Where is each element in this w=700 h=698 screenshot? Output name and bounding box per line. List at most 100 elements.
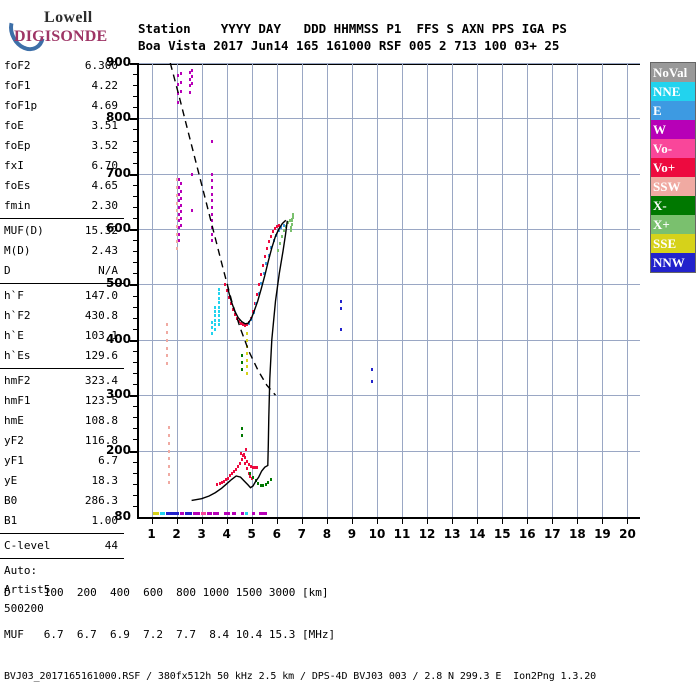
y-axis-label-bottom: 80 (114, 509, 131, 523)
gridline-v (402, 63, 404, 517)
data-point (167, 457, 170, 461)
legend-item-nne[interactable]: NNE (651, 82, 695, 101)
data-point (248, 463, 251, 467)
param-value: 3.51 (91, 119, 119, 132)
data-point (176, 83, 179, 87)
x-tick (251, 517, 253, 524)
param-key: h`E (4, 329, 24, 342)
y-tick-minor (133, 373, 139, 375)
param-key: foEs (4, 179, 31, 192)
gridline-h (139, 173, 640, 175)
y-tick-major (130, 284, 139, 287)
ionogram-plot[interactable]: 200 300 400 500 600 700 800 900 80 1 2 3 4 5 6 7 8 9 10 11 1… (106, 55, 640, 541)
data-point (176, 100, 179, 104)
param-row-d: D N/A (0, 261, 124, 281)
param-key: yE (4, 474, 18, 487)
y-tick-minor (133, 162, 139, 164)
y-tick-major (130, 173, 139, 176)
data-point (257, 482, 260, 486)
y-tick-minor (133, 461, 139, 463)
data-point (220, 481, 223, 485)
gridline-v (376, 63, 378, 517)
data-point (276, 224, 279, 228)
data-point (166, 362, 169, 366)
data-point (267, 253, 270, 257)
data-point (217, 287, 220, 291)
data-point (277, 249, 280, 253)
param-value: 430.8 (84, 309, 118, 322)
data-point (189, 90, 192, 94)
data-point (264, 254, 267, 258)
data-point (258, 283, 261, 287)
data-point (180, 89, 183, 93)
legend-item-vo[interactable]: Vo+ (651, 158, 695, 177)
gridline-v (627, 63, 629, 517)
legend-item-vo[interactable]: Vo- (651, 139, 695, 158)
param-row-yf1: yF1 6.7 (0, 451, 124, 471)
data-point (178, 186, 181, 190)
data-point (180, 190, 183, 194)
gridline-v (602, 63, 604, 517)
param-key: M(D) (4, 244, 31, 257)
gridline-h (139, 63, 640, 64)
data-point (288, 219, 291, 223)
legend-item-nnw[interactable]: NNW (651, 253, 695, 272)
data-point (290, 222, 293, 226)
param-row-hf2: h`F2 430.8 (0, 306, 124, 326)
data-point (243, 453, 246, 457)
legend-item-ssw[interactable]: SSW (651, 177, 695, 196)
x-tick (301, 517, 303, 524)
data-point (210, 139, 213, 143)
param-value: 123.5 (84, 394, 118, 407)
data-point (245, 358, 248, 362)
data-point (176, 201, 179, 205)
data-point (259, 483, 262, 487)
data-point (176, 186, 179, 190)
legend-item-noval[interactable]: NoVal (651, 63, 695, 82)
data-point (339, 300, 342, 304)
data-point (249, 471, 252, 475)
legend-item-x[interactable]: X+ (651, 215, 695, 234)
data-point (226, 476, 229, 480)
legend-item-e[interactable]: E (651, 101, 695, 120)
data-point (180, 223, 183, 227)
x-axis-label: 14 (468, 527, 486, 541)
data-point (180, 197, 183, 201)
data-point (238, 320, 241, 323)
data-point (229, 474, 232, 478)
data-point (167, 465, 170, 469)
data-point (257, 292, 260, 296)
data-point (253, 466, 256, 470)
data-point (231, 472, 234, 476)
gridline-v (427, 63, 429, 517)
plot-top-border (139, 63, 640, 65)
x-axis-label: 1 (147, 527, 156, 541)
data-point (269, 478, 272, 482)
param-key: yF1 (4, 454, 24, 467)
y-tick-minor (133, 483, 139, 485)
data-point (176, 240, 179, 244)
data-point (242, 323, 245, 327)
legend-item-sse[interactable]: SSE (651, 234, 695, 253)
param-row-ye: yE 18.3 (0, 471, 124, 491)
data-point (217, 301, 220, 305)
param-key: B0 (4, 494, 18, 507)
param-key: fmin (4, 199, 31, 212)
y-tick-minor (133, 74, 139, 76)
gridline-v (326, 63, 328, 517)
x-axis-label: 15 (493, 527, 511, 541)
legend-item-x[interactable]: X- (651, 196, 695, 215)
data-point (226, 289, 229, 292)
plot-canvas[interactable] (139, 63, 640, 517)
data-point (232, 307, 235, 311)
x-axis-label: 6 (272, 527, 281, 541)
legend-item-w[interactable]: W (651, 120, 695, 139)
data-point (241, 427, 244, 431)
data-point (210, 332, 213, 336)
data-point (166, 338, 169, 342)
data-point (176, 246, 179, 250)
param-value: 286.3 (84, 494, 118, 507)
data-point (278, 223, 281, 227)
y-axis-label: 400 (105, 331, 131, 346)
param-key: foEp (4, 139, 31, 152)
